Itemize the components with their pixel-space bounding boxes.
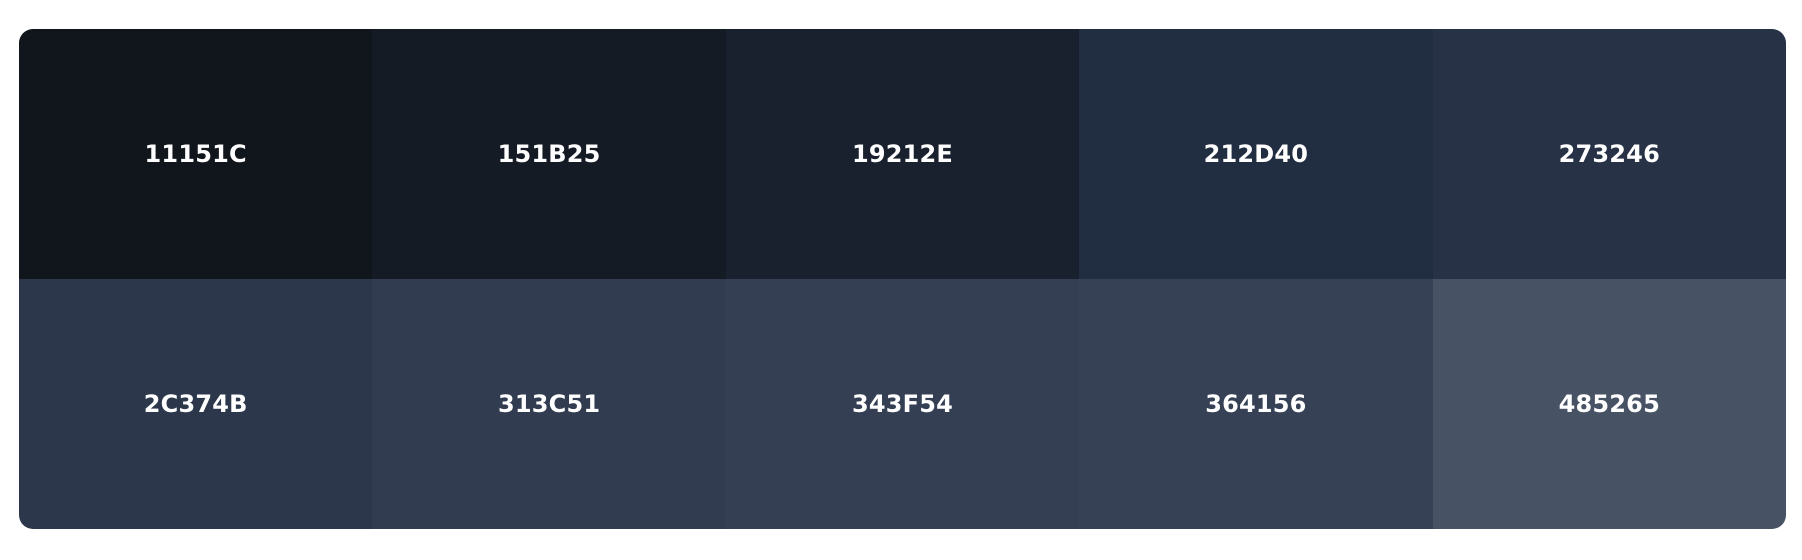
color-swatch[interactable]: 151B25 (372, 29, 726, 279)
color-swatch[interactable]: 364156 (1079, 279, 1433, 529)
swatch-hex-label: 364156 (1205, 390, 1307, 418)
swatch-hex-label: 343F54 (851, 390, 954, 418)
color-swatch[interactable]: 11151C (19, 29, 373, 279)
swatch-hex-label: 2C374B (143, 390, 248, 418)
swatch-hex-label: 11151C (144, 140, 247, 168)
color-swatch[interactable]: 485265 (1432, 279, 1786, 529)
swatch-hex-label: 485265 (1558, 390, 1660, 418)
color-swatch[interactable]: 212D40 (1079, 29, 1433, 279)
color-palette: 11151C 151B25 19212E 212D40 273246 2C374… (19, 29, 1786, 529)
color-swatch[interactable]: 273246 (1432, 29, 1786, 279)
color-swatch[interactable]: 343F54 (725, 279, 1080, 529)
swatch-hex-label: 273246 (1558, 140, 1660, 168)
swatch-hex-label: 212D40 (1203, 140, 1309, 168)
swatch-hex-label: 151B25 (497, 140, 601, 168)
swatch-hex-label: 19212E (851, 140, 954, 168)
swatch-hex-label: 313C51 (497, 390, 601, 418)
color-swatch[interactable]: 2C374B (19, 279, 373, 529)
color-swatch[interactable]: 19212E (725, 29, 1080, 279)
color-swatch[interactable]: 313C51 (372, 279, 726, 529)
